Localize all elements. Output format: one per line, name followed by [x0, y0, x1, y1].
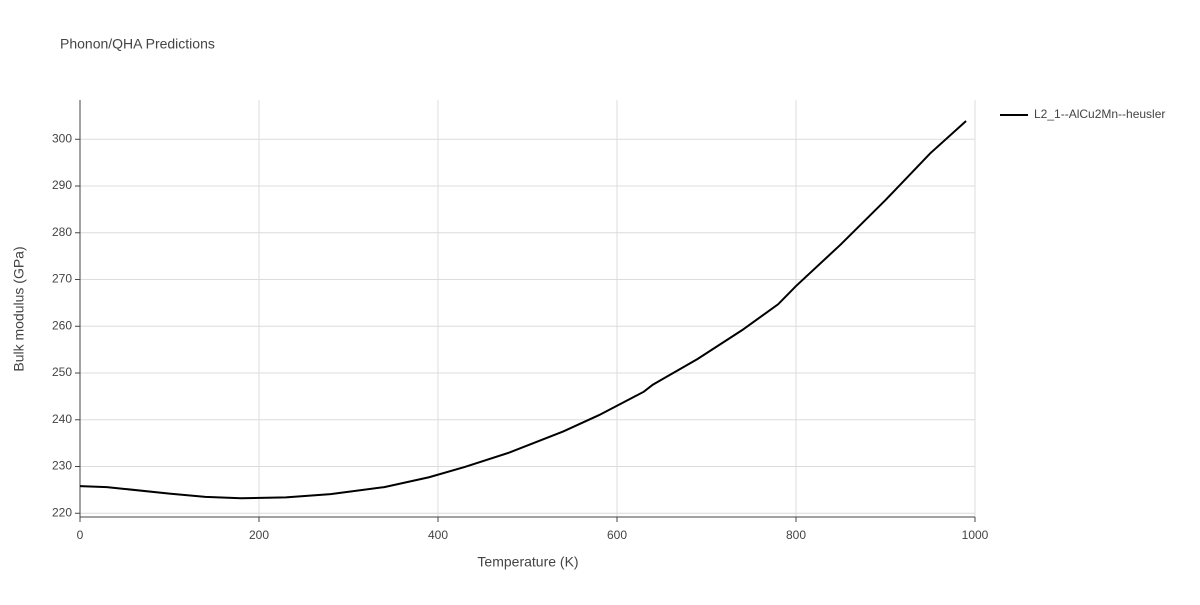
y-tick-label: 300 — [52, 131, 72, 145]
legend-label: L2_1--AlCu2Mn--heusler — [1034, 107, 1165, 121]
y-tick-label: 290 — [52, 178, 72, 192]
y-axis-label: Bulk modulus (GPa) — [11, 246, 27, 371]
y-tick-label: 280 — [52, 225, 72, 239]
y-tick-label: 240 — [52, 412, 72, 426]
data-line — [79, 120, 967, 500]
x-tick-label: 600 — [607, 528, 627, 542]
x-tick-label: 200 — [249, 528, 269, 542]
y-tick-label: 270 — [52, 272, 72, 286]
x-tick-label: 800 — [786, 528, 806, 542]
y-tick-label: 230 — [52, 459, 72, 473]
x-tick-label: 400 — [428, 528, 448, 542]
y-tick-label: 260 — [52, 318, 72, 332]
y-tick-label: 220 — [52, 505, 72, 519]
chart-title: Phonon/QHA Predictions — [60, 36, 215, 52]
x-tick-label: 1000 — [962, 528, 989, 542]
x-axis-label: Temperature (K) — [477, 554, 578, 570]
y-tick-label: 250 — [52, 365, 72, 379]
x-tick-label: 0 — [77, 528, 84, 542]
